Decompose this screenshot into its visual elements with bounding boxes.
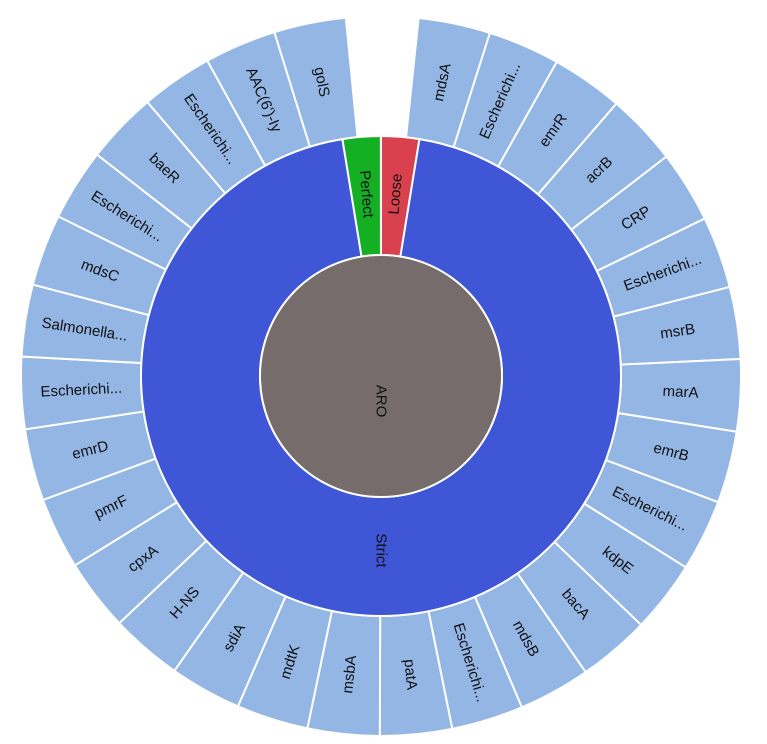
ring2-label-pata: patA <box>400 658 420 690</box>
ring2-label-gols: golS <box>310 66 333 99</box>
ring1-label-strict: Strict <box>373 533 390 568</box>
root-circle[interactable] <box>259 254 503 498</box>
ring2-label-msrb: msrB <box>659 321 696 343</box>
ring1-label-perfect: Perfect <box>356 170 377 220</box>
ring1-label-loose: Loose <box>386 173 406 215</box>
ring2-label-msba: msbA <box>339 654 360 694</box>
root-label: ARO <box>373 385 390 418</box>
ring2-label-mara: marA <box>662 383 699 402</box>
ring2-label-escherichi: Escherichi... <box>40 380 122 401</box>
